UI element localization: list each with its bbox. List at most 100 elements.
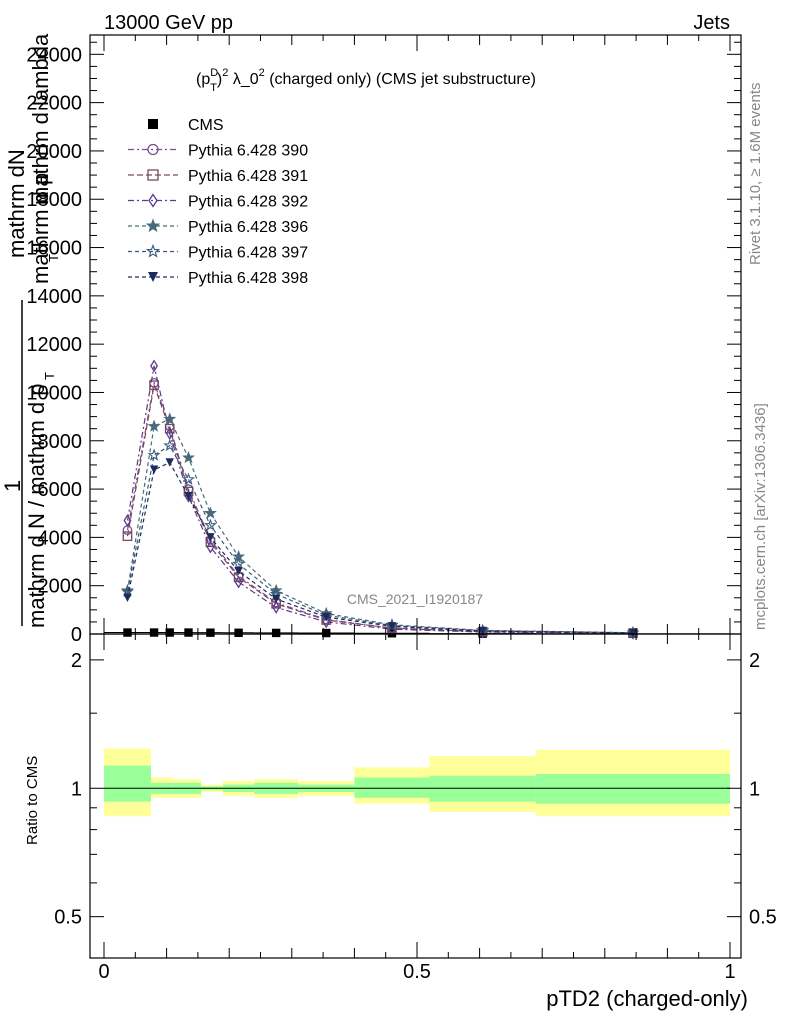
legend-label: Pythia 6.428 392 [188, 194, 308, 211]
y-tick-label: 8000 [38, 431, 83, 453]
x-tick-label: 0.5 [403, 961, 431, 983]
data-point [122, 531, 133, 542]
y-tick-label: 16000 [26, 238, 82, 260]
legend-entry: Pythia 6.428 396 [128, 218, 308, 236]
header-energy: 13000 GeV pp [104, 12, 233, 34]
series-line [126, 461, 634, 634]
ratio-y-tick-label: 1 [71, 778, 82, 800]
data-point [206, 540, 215, 554]
y-tick-label: 22000 [26, 93, 82, 115]
ratio-y-axis-label: Ratio to CMS [24, 756, 41, 845]
legend-marker [145, 218, 161, 233]
y-tick-label: 10000 [26, 382, 82, 404]
axes-layer: 0 2000 4000 6000 8000 10000 12000 14000 16000 180… [26, 34, 777, 983]
data-point [184, 492, 193, 501]
ratio-uncertainty-bands [104, 748, 730, 817]
legend-marker [148, 193, 158, 208]
data-point [272, 600, 281, 614]
legend-label: Pythia 6.428 391 [188, 168, 308, 185]
ylabel-numerator: mathrm dN [4, 149, 29, 258]
x-tick-label: 0 [98, 961, 109, 983]
legend-marker [147, 169, 159, 181]
data-point [478, 626, 487, 636]
y-tick-label: 2000 [38, 576, 83, 598]
ratio-y-tick-label-right: 1 [749, 778, 760, 800]
legend-entry: Pythia 6.428 398 [128, 270, 308, 287]
y-tick-label: 24000 [26, 44, 82, 66]
ylabel-dlambda: mathrm d lambda [28, 33, 53, 205]
data-point [182, 450, 195, 464]
data-point [203, 518, 217, 531]
ratio-y-tick-label-right: 0.5 [749, 907, 777, 929]
series-line [126, 365, 634, 634]
legend-marker [148, 272, 158, 282]
y-tick-label: 12000 [26, 334, 82, 356]
legend-label: Pythia 6.428 397 [188, 245, 308, 262]
data-point [203, 506, 217, 519]
data-point [165, 458, 174, 467]
legend-entry: Pythia 6.428 391 [128, 168, 308, 185]
data-point [163, 412, 177, 425]
legend-label: Pythia 6.428 398 [188, 270, 308, 287]
mcplots-label: mcplots.cern.ch [arXiv:1306.3436] [752, 403, 769, 630]
ylabel-dp-sub: T [46, 254, 61, 262]
y-tick-label: 18000 [26, 189, 82, 211]
data-point [322, 612, 331, 622]
legend-label: Pythia 6.428 396 [188, 219, 308, 236]
ratio-y-tick-label: 2 [71, 650, 82, 672]
data-point [149, 465, 159, 474]
header-process: Jets [693, 12, 730, 34]
data-point [628, 628, 638, 638]
y-tick-label: 14000 [26, 286, 82, 308]
data-point [163, 438, 177, 452]
main-series-layer [104, 359, 730, 640]
data-point [234, 567, 243, 576]
y-tick-label: 6000 [38, 479, 83, 501]
data-point [182, 472, 195, 485]
data-point [147, 448, 161, 461]
ratio-y-tick-label-right: 2 [749, 650, 760, 672]
legend-entry: Pythia 6.428 397 [128, 243, 308, 262]
legend-marker [145, 243, 161, 258]
rivet-version-label: Rivet 3.1.10, ≥ 1.6M events [747, 83, 764, 266]
ylabel-dn-dp: mathrm d N / mathrm d p [24, 383, 49, 628]
ylabel-one: 1 [0, 480, 25, 492]
legend-entry: CMS [148, 117, 224, 134]
ylabel-dn-dp-sub: T [42, 372, 57, 380]
series-6 [123, 458, 638, 638]
ratio-plot-frame [89, 633, 742, 959]
data-point [234, 575, 243, 589]
data-point [147, 419, 161, 432]
legend-marker [148, 119, 158, 129]
data-point [165, 427, 174, 440]
ratio-inner-band [354, 777, 430, 798]
x-axis-label: pTD2 (charged-only) [546, 986, 748, 1011]
analysis-watermark: CMS_2021_I1920187 [347, 591, 483, 607]
ylabel-dp: mathrm d p [28, 173, 53, 284]
y-tick-label: 20000 [26, 141, 82, 163]
data-point [149, 380, 159, 391]
legend: CMS Pythia 6.428 390 Pythia 6.428 391 Pythi… [128, 117, 308, 287]
ratio-inner-band [104, 765, 151, 802]
legend-entry: Pythia 6.428 392 [128, 193, 308, 211]
data-point [322, 615, 331, 629]
legend-label: CMS [188, 117, 224, 134]
series-line [126, 444, 634, 634]
data-point [271, 594, 281, 604]
data-point [387, 622, 397, 631]
legend-label: Pythia 6.428 390 [188, 143, 308, 160]
legend-entry: Pythia 6.428 390 [128, 143, 308, 160]
series-5 [121, 438, 640, 639]
y-tick-label: 4000 [38, 527, 83, 549]
y-tick-label: 0 [71, 624, 82, 646]
main-y-axis-label: mathrm dN mathrm d p T mathrm d lambda 1… [0, 33, 61, 628]
x-tick-label: 1 [724, 961, 735, 983]
ratio-y-tick-label: 0.5 [54, 907, 82, 929]
ratio-inner-band [535, 774, 730, 804]
data-point [123, 593, 132, 602]
chart-title: (pD T)2 λ_02 (charged only) (CMS jet subs… [196, 67, 536, 94]
legend-marker [147, 143, 159, 156]
data-point [123, 514, 132, 527]
data-point [232, 557, 246, 570]
